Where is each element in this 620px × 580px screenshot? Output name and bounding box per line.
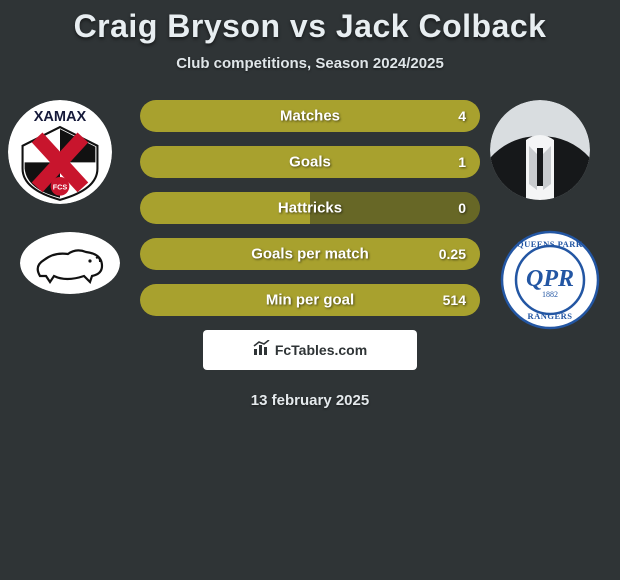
stat-label: Goals per match [251, 246, 369, 263]
svg-text:QPR: QPR [526, 266, 574, 292]
stat-value-right: 0 [458, 200, 466, 216]
promo-text: FcTables.com [275, 342, 367, 358]
page-title: Craig Bryson vs Jack Colback [0, 8, 620, 45]
stat-value-right: 1 [458, 154, 466, 170]
stat-value-right: 4 [458, 108, 466, 124]
stat-row: Matches 4 [140, 100, 480, 132]
qpr-badge: QUEENS PARK RANGERS QPR 1882 [500, 230, 600, 330]
stat-label: Matches [280, 108, 340, 125]
svg-text:FCS: FCS [53, 182, 68, 191]
stat-row: Min per goal 514 [140, 284, 480, 316]
stat-label: Goals [289, 154, 331, 171]
stat-row: Hattricks 0 [140, 192, 480, 224]
stat-row: Goals per match 0.25 [140, 238, 480, 270]
svg-text:1882: 1882 [542, 290, 558, 299]
derby-badge [20, 232, 120, 294]
svg-text:XAMAX: XAMAX [34, 109, 87, 125]
stat-label: Min per goal [266, 292, 354, 309]
player-photo [490, 100, 590, 200]
svg-text:RANGERS: RANGERS [527, 311, 572, 321]
stat-label: Hattricks [278, 200, 342, 217]
stat-value-right: 514 [443, 292, 466, 308]
promo-badge[interactable]: FcTables.com [203, 330, 417, 370]
stat-bars: Matches 4 Goals 1 Hattricks 0 Goals per match 0… [140, 100, 480, 316]
date-label: 13 february 2025 [0, 392, 620, 409]
chart-icon [253, 340, 271, 361]
comparison-area: XAMAX FCS [0, 100, 620, 409]
svg-text:QUEENS PARK: QUEENS PARK [517, 239, 583, 249]
stat-value-right: 0.25 [439, 246, 466, 262]
stat-row: Goals 1 [140, 146, 480, 178]
xamax-badge: XAMAX FCS [8, 100, 112, 204]
subtitle: Club competitions, Season 2024/2025 [0, 55, 620, 72]
